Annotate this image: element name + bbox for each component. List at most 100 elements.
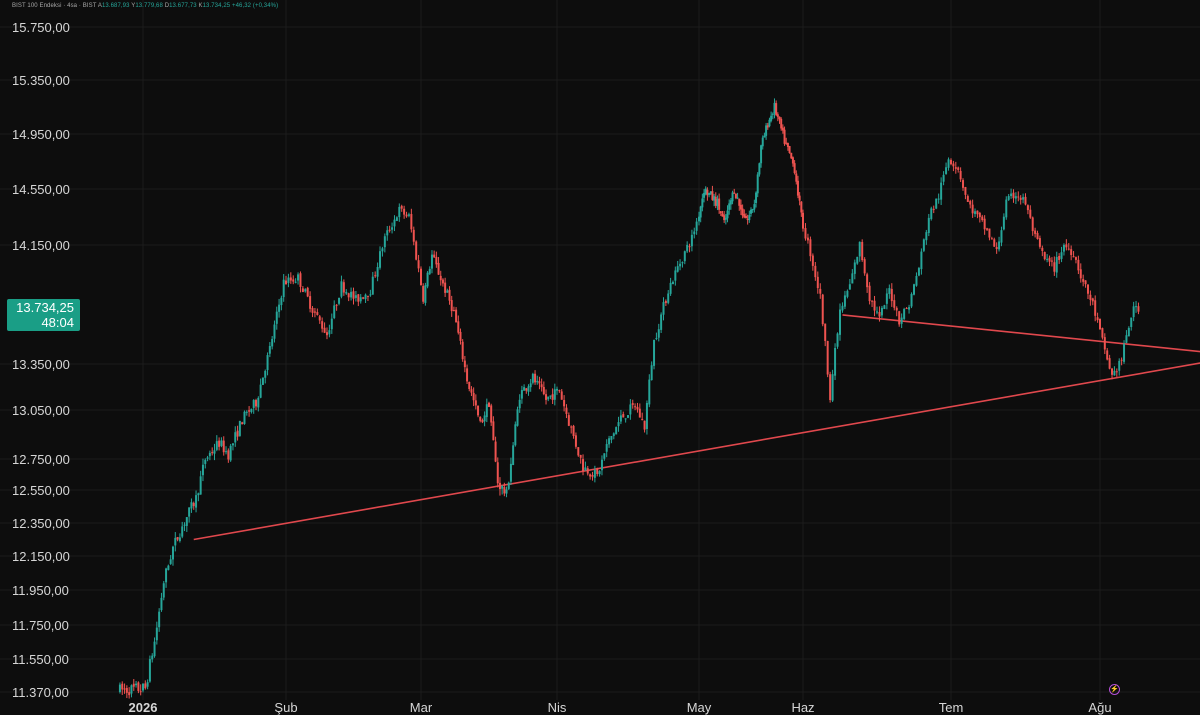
candle-body xyxy=(435,256,438,265)
candle-body xyxy=(252,400,255,408)
candle-body xyxy=(760,145,763,164)
candle-body xyxy=(976,210,979,215)
candle-body xyxy=(264,370,267,378)
candle-body xyxy=(883,305,886,310)
candle-body xyxy=(1120,359,1123,361)
candle-body xyxy=(795,173,798,182)
candle-body xyxy=(653,340,656,366)
candle-body xyxy=(1074,257,1077,260)
candle-body xyxy=(1036,232,1039,239)
candle-body xyxy=(743,214,746,218)
open-value: 13.687,93 xyxy=(101,3,130,9)
candle-body xyxy=(420,268,422,286)
trendline-neckline[interactable] xyxy=(842,314,1200,354)
candle-body xyxy=(770,115,773,121)
candle-body xyxy=(699,206,702,218)
candle-body xyxy=(998,241,1001,250)
candle-body xyxy=(927,217,930,233)
candle-body xyxy=(878,311,881,317)
symbol-title: BIST 100 Endeksi · 4sa · BIST xyxy=(12,3,97,9)
candle-body xyxy=(342,282,345,293)
candle-body xyxy=(153,641,156,657)
candle-body xyxy=(472,392,475,401)
candle-body xyxy=(490,405,493,423)
candle-body xyxy=(1125,335,1128,343)
candle-body xyxy=(888,288,891,294)
candle-body xyxy=(922,239,925,251)
low-value: 13.677,73 xyxy=(169,3,197,9)
candle-body xyxy=(641,419,644,421)
candle-body xyxy=(379,251,382,268)
candle-body xyxy=(1086,284,1089,294)
candle-body xyxy=(861,241,864,261)
candle-body xyxy=(974,211,977,214)
candle-body xyxy=(993,239,996,247)
candle-body xyxy=(788,146,791,154)
candle-body xyxy=(225,451,228,453)
candle-body xyxy=(988,228,991,238)
candle-body xyxy=(786,142,789,147)
y-axis: 15.750,00 15.350,00 14.950,00 14.550,00 14.1… xyxy=(12,20,70,700)
candle-body xyxy=(1024,196,1027,205)
candle-body xyxy=(556,388,558,391)
candle-body xyxy=(841,305,844,311)
candle-body xyxy=(333,305,336,318)
candle-body xyxy=(648,379,651,405)
candle-body xyxy=(190,502,193,509)
low-label: D xyxy=(164,3,170,9)
candle-body xyxy=(369,294,372,296)
candle-body xyxy=(516,409,519,426)
candle-body xyxy=(540,384,543,388)
candle-body xyxy=(734,193,737,199)
candle-body xyxy=(1130,317,1133,327)
candle-body xyxy=(547,396,550,400)
candle-body xyxy=(395,217,398,221)
candle-body xyxy=(664,301,667,303)
candle-body xyxy=(483,415,486,422)
trendline-support[interactable] xyxy=(193,360,1200,541)
candle-body xyxy=(983,218,986,230)
trendlines[interactable] xyxy=(193,314,1200,541)
candle-body xyxy=(306,287,309,297)
candle-body xyxy=(192,502,195,507)
candle-body xyxy=(176,537,179,540)
candle-body xyxy=(512,445,515,466)
candle-body xyxy=(890,288,893,302)
candle-body xyxy=(174,537,177,546)
candle-body xyxy=(783,129,786,144)
candle-body xyxy=(1012,192,1015,199)
y-tick-label: 14.550,00 xyxy=(12,182,70,197)
candle-body xyxy=(866,274,869,288)
candle-body xyxy=(766,125,769,128)
candle-body xyxy=(846,290,849,297)
candle-body xyxy=(627,415,629,418)
candle-body xyxy=(496,462,499,484)
candle-body xyxy=(1101,328,1104,338)
candle-body xyxy=(439,275,442,281)
candle-body xyxy=(222,440,225,453)
candle-body xyxy=(381,248,384,252)
candle-body xyxy=(811,255,814,266)
candle-body xyxy=(1135,306,1138,308)
candle-body xyxy=(667,293,670,303)
candle-body xyxy=(959,170,962,180)
candle-body xyxy=(441,279,444,284)
candle-body xyxy=(617,422,620,427)
candle-body xyxy=(895,307,898,311)
candle-body xyxy=(304,289,307,292)
candle-body xyxy=(755,192,758,204)
lightning-alert-icon[interactable]: ⚡ xyxy=(1109,684,1120,695)
candle-body xyxy=(481,420,484,423)
candle-body xyxy=(781,127,784,131)
candle-body xyxy=(1099,318,1101,330)
candle-body xyxy=(733,192,736,194)
candle-body xyxy=(1010,193,1013,197)
candle-body xyxy=(1103,337,1106,350)
candle-body xyxy=(761,137,764,147)
candle-body xyxy=(660,314,663,330)
candle-body xyxy=(836,333,839,347)
candle-body xyxy=(969,201,972,205)
candle-body xyxy=(584,467,587,471)
